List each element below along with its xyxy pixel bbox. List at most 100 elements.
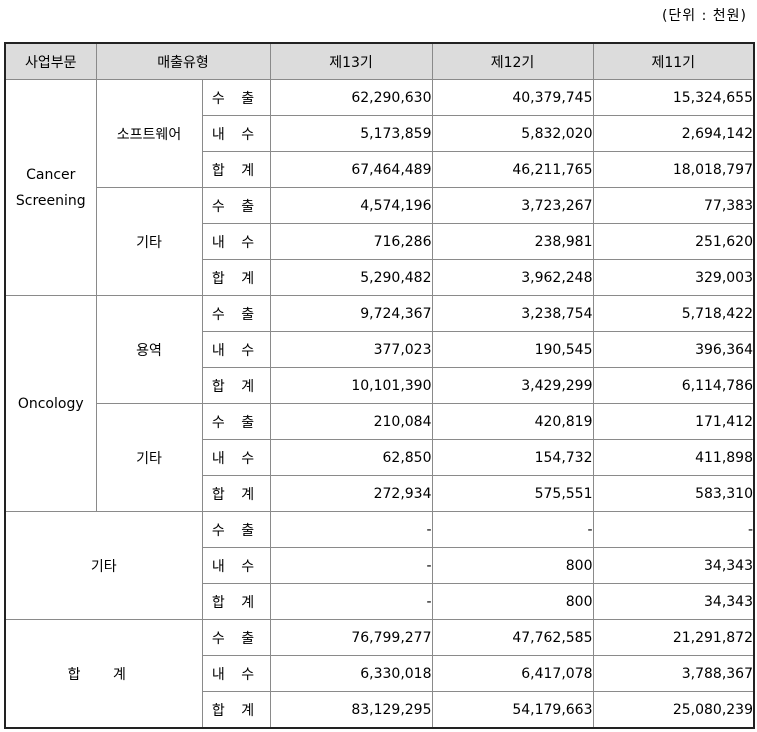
- header-row: 사업부문 매출유형 제13기 제12기 제11기: [4, 42, 755, 80]
- row-label-total: 합 계: [201, 259, 271, 296]
- table-row: 합 계 272,934 575,551 583,310: [5, 475, 755, 512]
- table-row: 합 계 5,290,482 3,962,248 329,003: [5, 259, 755, 296]
- row-label-export: 수 출: [201, 295, 271, 332]
- value-cell: -: [269, 583, 433, 620]
- table-row: 내 수 62,850 154,732 411,898: [5, 439, 755, 476]
- value-cell: 4,574,196: [269, 187, 433, 224]
- value-cell: 3,723,267: [431, 187, 594, 224]
- value-cell: 9,724,367: [269, 295, 433, 332]
- sales-type-service: 용역: [95, 295, 203, 404]
- value-cell: 77,383: [592, 187, 755, 224]
- value-cell: -: [269, 511, 433, 548]
- value-cell: 329,003: [592, 259, 755, 296]
- value-cell: 171,412: [592, 403, 755, 440]
- value-cell: 67,464,489: [269, 151, 433, 188]
- value-cell: 5,173,859: [269, 115, 433, 152]
- table-row: 기타 수 출 4,574,196 3,723,267 77,383: [5, 187, 755, 296]
- row-label-total: 합 계: [201, 475, 271, 512]
- value-cell: 411,898: [592, 439, 755, 476]
- value-cell: 34,343: [592, 583, 755, 620]
- value-cell: 25,080,239: [592, 691, 755, 729]
- value-cell: 46,211,765: [431, 151, 594, 188]
- value-cell: 3,962,248: [431, 259, 594, 296]
- value-cell: 272,934: [269, 475, 433, 512]
- table-row: 합 계 - 800 34,343: [5, 583, 755, 620]
- table-row: 합 계 67,464,489 46,211,765 18,018,797: [5, 151, 755, 188]
- value-cell: 396,364: [592, 331, 755, 368]
- value-cell: 5,290,482: [269, 259, 433, 296]
- row-label-domestic: 내 수: [201, 547, 271, 584]
- table-row: 내 수 716,286 238,981 251,620: [5, 223, 755, 260]
- row-label-export: 수 출: [201, 187, 271, 224]
- sales-type-other: 기타: [95, 187, 203, 296]
- value-cell: 154,732: [431, 439, 594, 476]
- row-label-domestic: 내 수: [201, 223, 271, 260]
- table-row: 합 계 수 출 76,799,277 47,762,585 21,291,872: [4, 619, 755, 729]
- header-period-12: 제12기: [431, 42, 594, 80]
- row-label-export: 수 출: [201, 403, 271, 440]
- value-cell: 6,417,078: [431, 655, 594, 692]
- value-cell: 62,290,630: [269, 79, 433, 116]
- value-cell: 377,023: [269, 331, 433, 368]
- table-row: 내 수 - 800 34,343: [5, 547, 755, 584]
- value-cell: -: [431, 511, 594, 548]
- header-segment: 사업부문: [4, 42, 97, 80]
- value-cell: 15,324,655: [592, 79, 755, 116]
- row-label-domestic: 내 수: [201, 655, 271, 692]
- value-cell: 3,788,367: [592, 655, 755, 692]
- segment-oncology: Oncology: [4, 295, 97, 512]
- value-cell: 575,551: [431, 475, 594, 512]
- value-cell: 47,762,585: [431, 619, 594, 656]
- row-label-domestic: 내 수: [201, 331, 271, 368]
- segment-label-line1: Cancer: [26, 166, 76, 183]
- row-label-domestic: 내 수: [201, 115, 271, 152]
- row-label-export: 수 출: [201, 511, 271, 548]
- value-cell: 210,084: [269, 403, 433, 440]
- table-row: Cancer Screening 소프트웨어 수 출 62,290,630 40…: [4, 79, 755, 296]
- table-row: Oncology 용역 수 출 9,724,367 3,238,754 5,71…: [4, 295, 755, 512]
- value-cell: 420,819: [431, 403, 594, 440]
- value-cell: 6,330,018: [269, 655, 433, 692]
- value-cell: 5,718,422: [592, 295, 755, 332]
- segment-label-line2: Screening: [15, 192, 86, 209]
- table-row: 내 수 5,173,859 5,832,020 2,694,142: [5, 115, 755, 152]
- row-label-total: 합 계: [201, 691, 271, 729]
- value-cell: 716,286: [269, 223, 433, 260]
- value-cell: 238,981: [431, 223, 594, 260]
- value-cell: 18,018,797: [592, 151, 755, 188]
- header-period-13: 제13기: [269, 42, 433, 80]
- sales-type-other: 기타: [95, 403, 203, 512]
- value-cell: 3,238,754: [431, 295, 594, 332]
- value-cell: 34,343: [592, 547, 755, 584]
- sales-type-software: 소프트웨어: [95, 79, 203, 188]
- value-cell: 190,545: [431, 331, 594, 368]
- header-period-11: 제11기: [592, 42, 755, 80]
- row-label-total: 합 계: [201, 367, 271, 404]
- value-cell: 62,850: [269, 439, 433, 476]
- value-cell: 54,179,663: [431, 691, 594, 729]
- segment-cancer-screening: Cancer Screening: [4, 79, 97, 296]
- segment-other: 기타: [4, 511, 203, 620]
- value-cell: -: [592, 511, 755, 548]
- row-label-total: 합 계: [201, 151, 271, 188]
- row-label-domestic: 내 수: [201, 439, 271, 476]
- value-cell: 76,799,277: [269, 619, 433, 656]
- value-cell: 800: [431, 583, 594, 620]
- table-row: 합 계 83,129,295 54,179,663 25,080,239: [5, 691, 755, 729]
- value-cell: 10,101,390: [269, 367, 433, 404]
- value-cell: 6,114,786: [592, 367, 755, 404]
- value-cell: 83,129,295: [269, 691, 433, 729]
- unit-note: (단위 : 천원): [661, 8, 747, 24]
- row-label-total: 합 계: [201, 583, 271, 620]
- value-cell: 3,429,299: [431, 367, 594, 404]
- value-cell: 800: [431, 547, 594, 584]
- row-label-export: 수 출: [201, 79, 271, 116]
- sales-by-segment-table: 사업부문 매출유형 제13기 제12기 제11기 Cancer Screenin…: [4, 42, 755, 729]
- value-cell: 21,291,872: [592, 619, 755, 656]
- value-cell: 2,694,142: [592, 115, 755, 152]
- table-row: 내 수 6,330,018 6,417,078 3,788,367: [5, 655, 755, 692]
- value-cell: 583,310: [592, 475, 755, 512]
- header-sales-type: 매출유형: [95, 42, 271, 80]
- value-cell: 5,832,020: [431, 115, 594, 152]
- value-cell: 40,379,745: [431, 79, 594, 116]
